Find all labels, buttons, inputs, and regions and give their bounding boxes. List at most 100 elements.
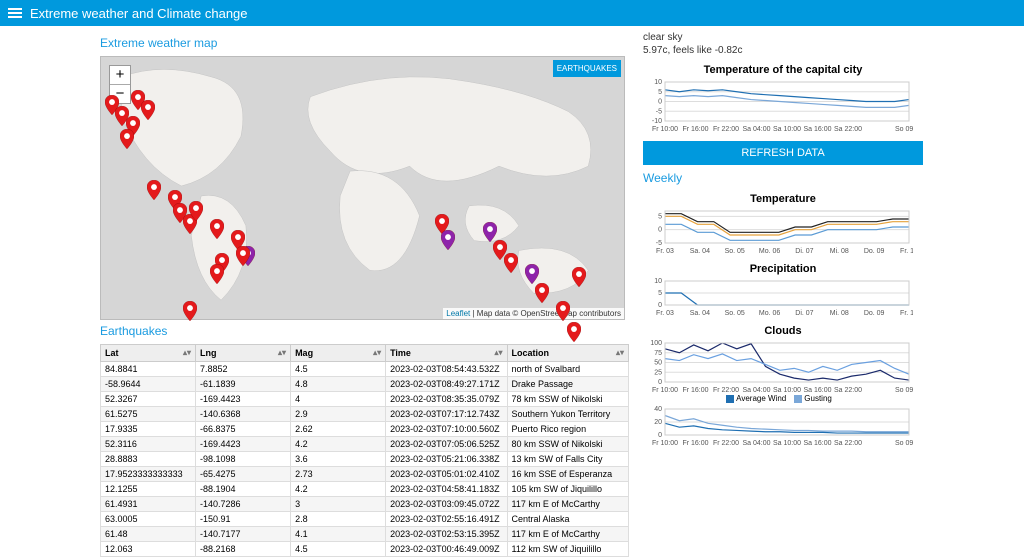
map-pin[interactable] xyxy=(147,180,161,200)
svg-text:Sa 10:00: Sa 10:00 xyxy=(773,440,801,447)
svg-text:-10: -10 xyxy=(652,118,662,125)
table-row[interactable]: 63.0005-150.912.82023-02-03T02:55:16.491… xyxy=(101,512,629,527)
svg-text:Fr. 10: Fr. 10 xyxy=(900,310,913,317)
svg-text:Sa 22:00: Sa 22:00 xyxy=(834,440,862,447)
app-title: Extreme weather and Climate change xyxy=(30,6,248,21)
svg-text:0: 0 xyxy=(658,432,662,439)
map-pin[interactable] xyxy=(189,201,203,221)
temp-city-chart: 1050-5-10Fr 10:00Fr 16:00Fr 22:00Sa 04:0… xyxy=(643,78,913,133)
svg-text:0: 0 xyxy=(658,227,662,234)
table-row[interactable]: 84.88417.88524.52023-02-03T08:54:43.532Z… xyxy=(101,362,629,377)
svg-text:So 09:00: So 09:00 xyxy=(895,126,913,133)
map-pin[interactable] xyxy=(556,301,570,321)
map-pin[interactable] xyxy=(120,129,134,149)
svg-text:Fr 10:00: Fr 10:00 xyxy=(652,440,678,447)
svg-text:Sa 16:00: Sa 16:00 xyxy=(803,126,831,133)
svg-text:Mo. 06: Mo. 06 xyxy=(759,310,781,317)
svg-text:Do. 09: Do. 09 xyxy=(864,310,885,317)
map-pin[interactable] xyxy=(236,246,250,266)
zoom-in-button[interactable]: + xyxy=(110,66,130,85)
world-map[interactable]: + − EARTHQUAKES Leaflet | Map data © Ope… xyxy=(100,56,625,320)
svg-text:Fr 16:00: Fr 16:00 xyxy=(682,387,708,394)
weekly-temp-chart: 50-5Fr. 03Sa. 04So. 05Mo. 06Di. 07Mi. 08… xyxy=(643,207,913,255)
table-row[interactable]: 12.1255-88.19044.22023-02-03T04:58:41.18… xyxy=(101,482,629,497)
svg-text:Fr 10:00: Fr 10:00 xyxy=(652,126,678,133)
map-pin[interactable] xyxy=(141,100,155,120)
col-location[interactable]: Location▴▾ xyxy=(507,345,628,362)
svg-text:0: 0 xyxy=(658,302,662,309)
svg-text:Fr 16:00: Fr 16:00 xyxy=(682,126,708,133)
svg-text:Di. 07: Di. 07 xyxy=(795,310,813,317)
svg-text:Fr. 03: Fr. 03 xyxy=(656,310,674,317)
svg-text:10: 10 xyxy=(654,79,662,86)
col-lat[interactable]: Lat▴▾ xyxy=(101,345,196,362)
clouds-title: Clouds xyxy=(643,325,923,337)
table-row[interactable]: -58.9644-61.18394.82023-02-03T08:49:27.1… xyxy=(101,377,629,392)
svg-text:Sa 10:00: Sa 10:00 xyxy=(773,387,801,394)
svg-text:So 09:00: So 09:00 xyxy=(895,440,913,447)
table-row[interactable]: 17.9523333333333-65.42752.732023-02-03T0… xyxy=(101,467,629,482)
svg-text:10: 10 xyxy=(654,278,662,285)
refresh-data-button[interactable]: REFRESH DATA xyxy=(643,141,923,165)
map-canvas xyxy=(101,57,624,319)
table-row[interactable]: 61.4931-140.728632023-02-03T03:09:45.072… xyxy=(101,497,629,512)
svg-text:5: 5 xyxy=(658,89,662,96)
map-pin[interactable] xyxy=(210,264,224,284)
col-lng[interactable]: Lng▴▾ xyxy=(196,345,291,362)
map-pin[interactable] xyxy=(441,230,455,250)
sky-status: clear sky xyxy=(643,32,923,43)
temp-city-title: Temperature of the capital city xyxy=(643,64,923,76)
map-pin[interactable] xyxy=(572,267,586,287)
svg-text:Fr 22:00: Fr 22:00 xyxy=(713,387,739,394)
col-mag[interactable]: Mag▴▾ xyxy=(291,345,386,362)
svg-text:0: 0 xyxy=(658,99,662,106)
menu-icon[interactable] xyxy=(8,6,22,20)
svg-text:Sa 22:00: Sa 22:00 xyxy=(834,126,862,133)
map-pin[interactable] xyxy=(535,283,549,303)
temp-now: 5.97c, feels like -0.82c xyxy=(643,45,923,56)
svg-text:Fr 22:00: Fr 22:00 xyxy=(713,126,739,133)
col-time[interactable]: Time▴▾ xyxy=(386,345,507,362)
table-row[interactable]: 52.3267-169.442342023-02-03T08:35:35.079… xyxy=(101,392,629,407)
table-row[interactable]: 12.063-88.21684.52023-02-03T00:46:49.009… xyxy=(101,542,629,557)
map-pin[interactable] xyxy=(525,264,539,284)
svg-text:Fr 10:00: Fr 10:00 xyxy=(652,387,678,394)
svg-text:Sa 04:00: Sa 04:00 xyxy=(742,126,770,133)
table-row[interactable]: 17.9335-66.83752.622023-02-03T07:10:00.5… xyxy=(101,422,629,437)
wind-chart: 40200Fr 10:00Fr 16:00Fr 22:00Sa 04:00Sa … xyxy=(643,405,913,447)
table-row[interactable]: 28.8883-98.10983.62023-02-03T05:21:06.33… xyxy=(101,452,629,467)
weekly-temp-title: Temperature xyxy=(643,193,923,205)
map-section-title: Extreme weather map xyxy=(100,36,635,50)
map-pin[interactable] xyxy=(483,222,497,242)
map-pin[interactable] xyxy=(210,219,224,239)
earthquakes-toggle-button[interactable]: EARTHQUAKES xyxy=(553,60,621,77)
svg-text:20: 20 xyxy=(654,419,662,426)
wind-legend: Average WindGusting xyxy=(643,394,923,403)
map-attribution: Leaflet | Map data © OpenStreetMap contr… xyxy=(443,308,624,319)
table-row[interactable]: 61.48-140.71774.12023-02-03T02:53:15.395… xyxy=(101,527,629,542)
svg-text:40: 40 xyxy=(654,406,662,413)
svg-text:Mi. 08: Mi. 08 xyxy=(830,248,849,255)
table-row[interactable]: 61.5275-140.63682.92023-02-03T07:17:12.7… xyxy=(101,407,629,422)
svg-text:25: 25 xyxy=(654,369,662,376)
svg-text:Fr 16:00: Fr 16:00 xyxy=(682,440,708,447)
earthquakes-table-wrap: Lat▴▾Lng▴▾Mag▴▾Time▴▾Location▴▾ 84.88417… xyxy=(100,344,629,557)
svg-text:Mo. 06: Mo. 06 xyxy=(759,248,781,255)
map-pin[interactable] xyxy=(504,253,518,273)
precip-title: Precipitation xyxy=(643,263,923,275)
svg-text:100: 100 xyxy=(650,340,662,347)
svg-text:Fr 22:00: Fr 22:00 xyxy=(713,440,739,447)
svg-text:0: 0 xyxy=(658,379,662,386)
svg-text:Mi. 08: Mi. 08 xyxy=(830,310,849,317)
map-pin[interactable] xyxy=(183,301,197,321)
leaflet-link[interactable]: Leaflet xyxy=(446,309,470,318)
map-pin[interactable] xyxy=(567,322,581,342)
svg-text:Sa. 04: Sa. 04 xyxy=(690,310,710,317)
svg-text:5: 5 xyxy=(658,213,662,220)
weekly-title: Weekly xyxy=(643,171,923,185)
svg-text:Fr. 03: Fr. 03 xyxy=(656,248,674,255)
svg-text:Sa 16:00: Sa 16:00 xyxy=(803,440,831,447)
table-row[interactable]: 52.3116-169.44234.22023-02-03T07:05:06.5… xyxy=(101,437,629,452)
svg-text:Do. 09: Do. 09 xyxy=(864,248,885,255)
precip-chart: 1050Fr. 03Sa. 04So. 05Mo. 06Di. 07Mi. 08… xyxy=(643,277,913,317)
